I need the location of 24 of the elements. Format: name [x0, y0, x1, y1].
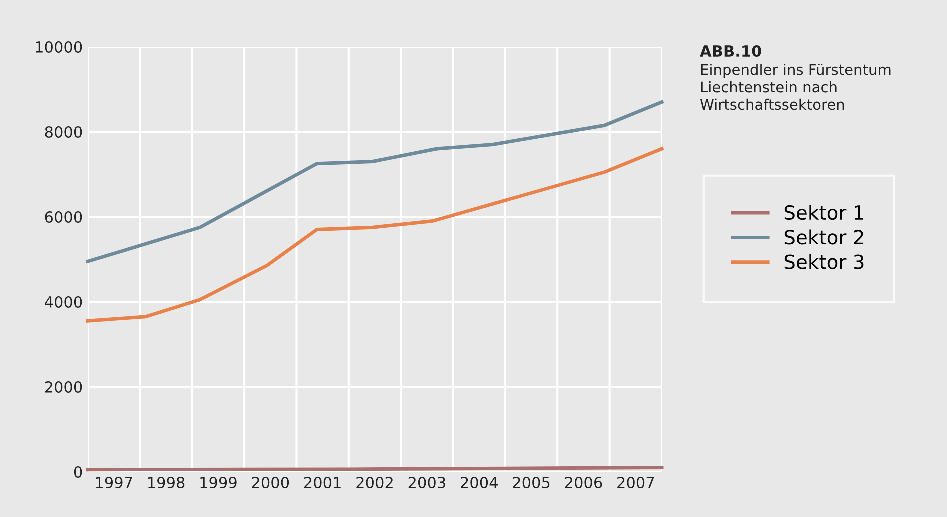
line-series [86, 147, 664, 323]
legend-label: Sektor 2 [784, 230, 864, 245]
legend-label: Sektor 3 [784, 254, 864, 270]
y-tick-label: 0 [74, 466, 82, 478]
x-tick-label: 2005 [513, 476, 550, 489]
x-tick-label: 2007 [618, 476, 654, 489]
x-tick-label: 2001 [304, 476, 341, 489]
legend-label: Sektor 1 [784, 205, 864, 220]
y-tick-label: 2000 [45, 381, 82, 394]
x-tick-label: 2006 [565, 476, 602, 489]
x-tick-label: 1999 [200, 476, 237, 489]
x-tick-label: 2000 [252, 476, 290, 489]
x-tick-label: 1997 [96, 476, 132, 489]
y-tick-label: 8000 [45, 126, 82, 138]
text: Einpendler ins Fürstentum Liechtenstein nach Wirtschaftssektoren [700, 64, 891, 110]
x-tick-label: 1998 [148, 476, 185, 489]
x-tick-label: 2002 [356, 476, 393, 489]
y-tick-label: 6000 [45, 211, 82, 224]
line-series [86, 100, 664, 264]
x-tick-label: 2003 [408, 476, 446, 489]
y-tick-label: 10000 [36, 41, 82, 54]
x-tick-label: 2004 [461, 476, 498, 489]
y-tick-label: 4000 [45, 296, 82, 308]
text: ABB.10 [700, 45, 762, 58]
